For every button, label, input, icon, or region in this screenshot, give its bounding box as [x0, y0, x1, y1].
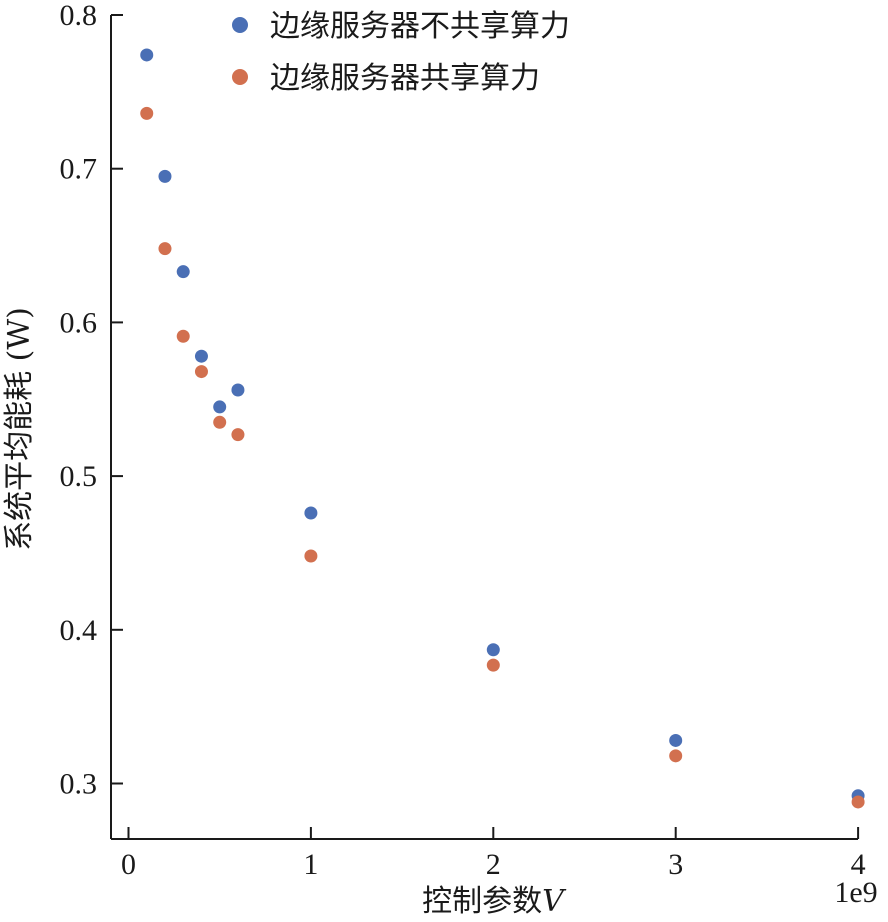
x-tick-label: 1: [303, 848, 318, 881]
y-tick-label: 0.6: [60, 306, 98, 339]
data-point-series-2: [213, 415, 227, 429]
legend-label-series-1: 边缘服务器不共享算力: [270, 9, 570, 44]
data-point-series-1: [213, 400, 227, 414]
data-point-series-1: [140, 48, 154, 62]
y-tick-label: 0.4: [60, 614, 98, 647]
legend-marker-series-1: [232, 17, 248, 33]
data-point-series-1: [194, 349, 208, 363]
data-point-series-1: [158, 169, 172, 183]
x-axis-label: 控制参数V: [422, 884, 567, 919]
y-tick-label: 0.3: [60, 768, 98, 801]
x-axis-label-text: 控制参数: [422, 884, 542, 919]
data-point-series-2: [669, 749, 683, 763]
x-tick-label: 0: [121, 848, 136, 881]
y-tick-label: 0.7: [60, 153, 98, 186]
data-point-series-2: [486, 658, 500, 672]
y-axis-label: 系统平均能耗 (W): [2, 307, 37, 551]
data-point-series-2: [158, 242, 172, 256]
data-point-series-2: [851, 795, 865, 809]
data-point-series-2: [194, 365, 208, 379]
data-point-series-1: [231, 383, 245, 397]
legend-marker-series-2: [232, 69, 248, 85]
data-point-series-2: [304, 549, 318, 563]
data-point-series-2: [140, 106, 154, 120]
x-offset-label: 1e9: [834, 876, 877, 909]
data-point-series-1: [486, 643, 500, 657]
y-ticks: 0.3 0.4 0.5 0.6 0.7 0.8: [60, 0, 123, 801]
y-tick-label: 0.8: [60, 0, 98, 32]
x-axis-label-variable: V: [542, 884, 567, 919]
data-point-series-1: [304, 506, 318, 520]
x-ticks: 0 1 2 3 4: [121, 827, 866, 881]
data-point-series-1: [176, 265, 190, 279]
y-tick-label: 0.5: [60, 460, 98, 493]
legend: 边缘服务器不共享算力 边缘服务器共享算力: [232, 9, 570, 96]
data-point-series-2: [231, 428, 245, 442]
x-tick-label: 3: [668, 848, 683, 881]
data-points: [140, 48, 865, 809]
data-point-series-2: [176, 329, 190, 343]
data-point-series-1: [669, 733, 683, 747]
x-tick-label: 2: [486, 848, 501, 881]
legend-label-series-2: 边缘服务器共享算力: [270, 61, 540, 96]
x-tick-label: 4: [851, 848, 866, 881]
